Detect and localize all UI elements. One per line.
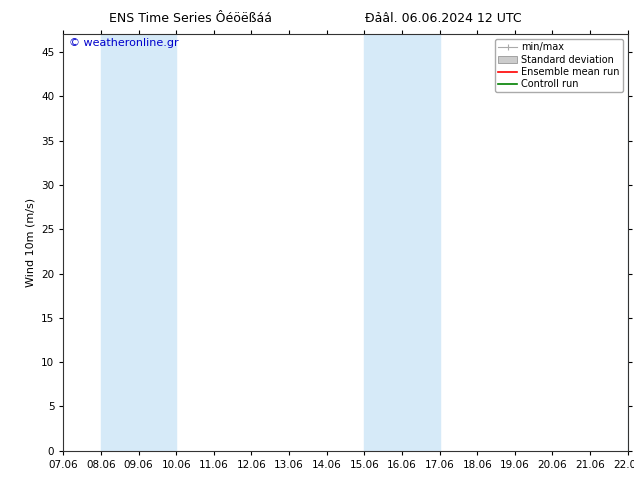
- Bar: [101, 34, 176, 451]
- Bar: [365, 34, 439, 451]
- Text: Đảâl. 06.06.2024 12 UTC: Đảâl. 06.06.2024 12 UTC: [365, 12, 522, 25]
- Legend: min/max, Standard deviation, Ensemble mean run, Controll run: min/max, Standard deviation, Ensemble me…: [495, 39, 623, 92]
- Y-axis label: Wind 10m (m/s): Wind 10m (m/s): [25, 198, 36, 287]
- Text: © weatheronline.gr: © weatheronline.gr: [69, 38, 179, 49]
- Text: ENS Time Series Ôéöëßáá: ENS Time Series Ôéöëßáá: [108, 12, 272, 25]
- Bar: [628, 34, 634, 451]
